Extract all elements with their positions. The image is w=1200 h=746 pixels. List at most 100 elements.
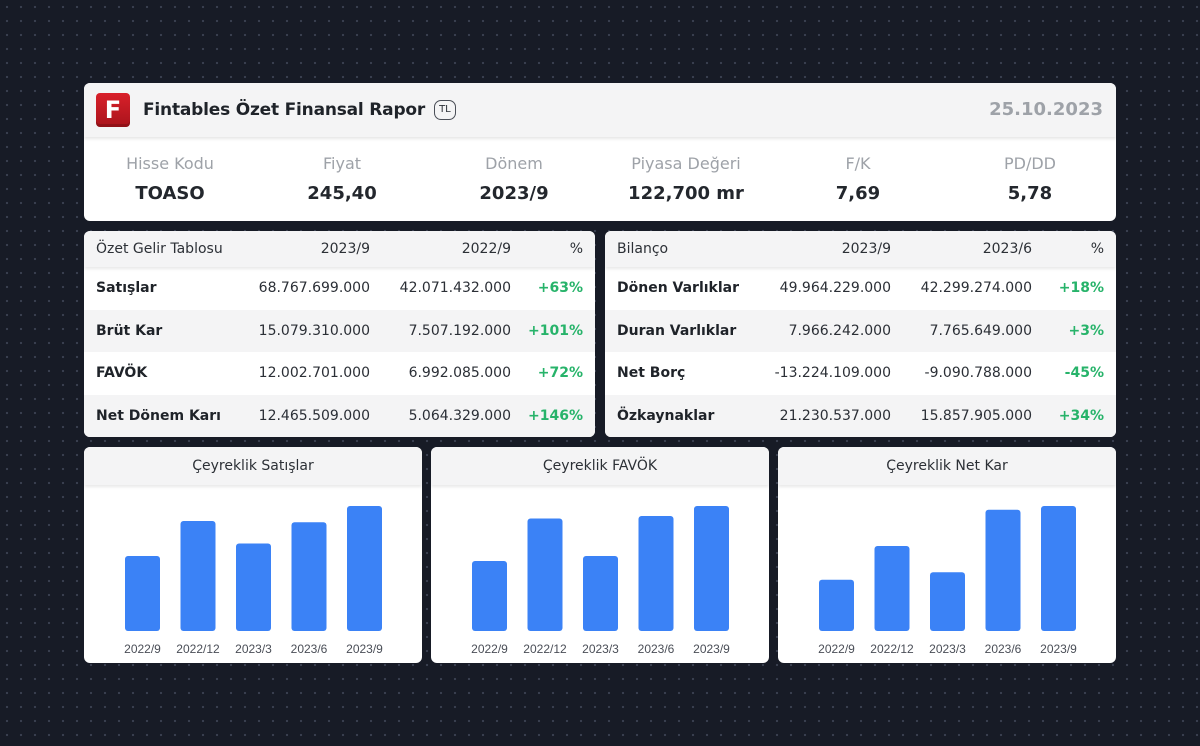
chart-plot: 2022/9 2022/12 2023/3 2023/6 2023/9 [471,506,730,656]
column-header: 2022/9 [461,241,511,257]
x-tick-label: 2023/3 [235,642,272,656]
current-value: 7.966.242.000 [788,322,891,339]
row-label: Net Dönem Karı [96,407,221,424]
column-header: 2023/9 [841,241,891,257]
current-value: -13.224.109.000 [774,365,891,382]
change-percent: +3% [1068,322,1105,339]
change-percent: +72% [537,365,583,382]
metric-label: Hisse Kodu [126,154,214,173]
key-metrics: Hisse Kodu TOASO Fiyat 245,40 Dönem 2023… [84,137,1116,221]
current-value: 15.079.310.000 [258,322,370,339]
row-label: Brüt Kar [96,322,163,339]
chart-plot: 2022/9 2022/12 2023/3 2023/6 2023/9 [124,506,383,656]
chart-bar [874,546,910,631]
balance-sheet-table: Bilanço 2023/9 2023/6 % Dönen Varlıklar … [605,231,1116,437]
x-tick-label: 2022/12 [176,642,220,656]
table-row: FAVÖK 12.002.701.000 6.992.085.000 +72% [84,352,595,395]
metric-label: Piyasa Değeri [631,154,741,173]
x-tick-label: 2023/9 [693,642,730,656]
metric-value: 2023/9 [479,183,549,204]
x-tick-label: 2022/9 [471,642,508,656]
metric-value: 122,700 mr [628,183,744,204]
column-header: 2023/9 [320,241,370,257]
metric-period: Dönem 2023/9 [428,137,600,221]
row-label: Duran Varlıklar [617,322,737,339]
row-label: Dönen Varlıklar [617,280,740,297]
x-tick-label: 2022/9 [124,642,161,656]
metric-market-cap: Piyasa Değeri 122,700 mr [600,137,772,221]
quarterly-ebitda-chart: Çeyreklik FAVÖK 2022/9 2022/12 2023/3 2023/… [431,447,769,663]
column-header: % [1090,241,1104,257]
quarterly-sales-chart: Çeyreklik Satışlar 2022/9 2022/12 2023/3 20… [84,447,422,663]
currency-badge: TL [434,100,456,120]
change-percent: +18% [1058,280,1104,297]
report-date: 25.10.2023 [989,99,1103,120]
metric-label: PD/DD [1004,154,1056,173]
chart-bar [125,556,160,631]
x-tick-label: 2023/6 [985,642,1022,656]
metric-label: F/K [845,154,871,173]
chart-bar [638,516,674,631]
chart-bar [819,579,854,631]
metric-pb: PD/DD 5,78 [944,137,1116,221]
table-row: Özkaynaklar 21.230.537.000 15.857.905.00… [605,394,1116,437]
chart-title: Çeyreklik Net Kar [778,447,1116,485]
previous-value: 7.765.649.000 [929,322,1032,339]
previous-value: -9.090.788.000 [924,365,1032,382]
x-tick-label: 2023/6 [638,642,675,656]
table-header: Özet Gelir Tablosu 2023/9 2022/9 % [84,231,595,267]
previous-value: 6.992.085.000 [408,365,511,382]
report-header: F Fintables Özet Finansal Rapor TL 25.10… [84,83,1116,137]
row-label: Satışlar [96,280,157,297]
current-value: 12.002.701.000 [258,365,370,382]
row-label: Net Borç [617,365,686,382]
current-value: 12.465.509.000 [258,407,370,424]
metric-price: Fiyat 245,40 [256,137,428,221]
column-header: Bilanço [617,241,669,257]
column-header: 2023/6 [982,241,1032,257]
metric-value: 245,40 [307,183,377,204]
current-value: 21.230.537.000 [779,407,891,424]
chart-bar [291,522,327,631]
x-tick-label: 2023/6 [291,642,328,656]
income-statement-table: Özet Gelir Tablosu 2023/9 2022/9 % Satış… [84,231,595,437]
x-tick-label: 2022/9 [818,642,855,656]
table-row: Duran Varlıklar 7.966.242.000 7.765.649.… [605,309,1116,352]
previous-value: 42.299.274.000 [920,280,1032,297]
x-tick-label: 2022/12 [523,642,567,656]
table-row: Satışlar 68.767.699.000 42.071.432.000 +… [84,267,595,310]
metric-value: 7,69 [835,183,881,204]
quarterly-net-profit-chart: Çeyreklik Net Kar 2022/9 2022/12 2023/3 202… [778,447,1116,663]
chart-bar [472,561,507,631]
change-percent: +101% [528,322,583,339]
report-title: Fintables Özet Finansal Rapor [143,100,426,120]
metric-label: Dönem [485,154,543,173]
current-value: 49.964.229.000 [779,280,891,297]
previous-value: 42.071.432.000 [399,280,511,297]
x-tick-label: 2022/12 [870,642,914,656]
chart-bar [1041,506,1076,631]
metric-pe: F/K 7,69 [772,137,944,221]
chart-bar [985,509,1021,631]
summary-card: F Fintables Özet Finansal Rapor TL 25.10… [84,83,1116,221]
change-percent: +34% [1058,407,1104,424]
fintables-logo-icon: F [96,93,130,127]
change-percent: -45% [1064,365,1104,382]
table-row: Net Borç -13.224.109.000 -9.090.788.000 … [605,352,1116,395]
previous-value: 7.507.192.000 [408,322,511,339]
x-tick-label: 2023/3 [929,642,966,656]
chart-bar [694,506,729,631]
table-row: Brüt Kar 15.079.310.000 7.507.192.000 +1… [84,309,595,352]
table-row: Dönen Varlıklar 49.964.229.000 42.299.27… [605,267,1116,310]
chart-bar [180,521,216,631]
change-percent: +146% [528,407,583,424]
chart-title: Çeyreklik FAVÖK [431,447,769,485]
row-label: FAVÖK [96,365,148,382]
change-percent: +63% [537,280,583,297]
previous-value: 15.857.905.000 [920,407,1032,424]
chart-bar [527,518,563,631]
column-header: Özet Gelir Tablosu [96,241,223,257]
chart-bar [930,572,965,631]
metric-ticker: Hisse Kodu TOASO [84,137,256,221]
column-header: % [569,241,583,257]
